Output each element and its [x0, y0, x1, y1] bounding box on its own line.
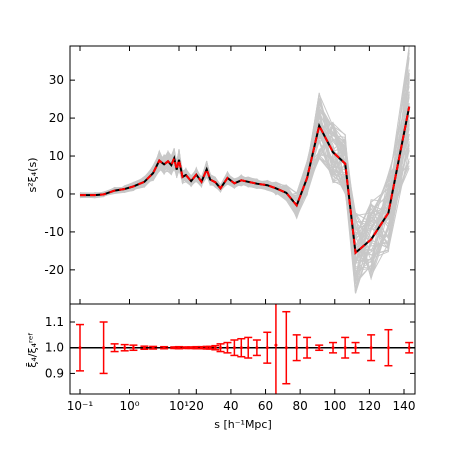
reference-curve — [80, 106, 411, 255]
x-tick-label: 120 — [358, 399, 381, 413]
ratio-point — [305, 346, 309, 350]
ratio-point — [78, 346, 82, 350]
ratio-point — [189, 346, 193, 350]
top-y-tick-label: 0 — [56, 187, 64, 201]
x-tick-label: 10¹ — [169, 399, 189, 413]
bottom-y-ticks: 0.9 1.0 1.1 — [45, 315, 415, 380]
ratio-point — [184, 346, 188, 350]
ratio-point — [354, 346, 358, 350]
ratio-point — [317, 346, 321, 350]
ratio-point — [162, 346, 166, 350]
ratio-point — [131, 346, 135, 350]
ratio-point — [284, 346, 288, 350]
x-tick-label: 10⁰ — [119, 399, 139, 413]
ratio-point — [265, 346, 269, 350]
ratio-point — [208, 346, 212, 350]
bottom-x-ticks: 10⁻¹ 10⁰ 10¹ 20 40 60 80 100 120 140 — [67, 389, 416, 413]
ratio-point — [225, 346, 229, 350]
top-y-tick-label: 10 — [49, 149, 64, 163]
top-y-ticks: -20 -10 0 10 20 30 — [44, 73, 415, 277]
ratio-point — [142, 346, 146, 350]
top-y-axis-label: s²ξ₄(s) — [26, 158, 39, 193]
ratio-point — [295, 346, 299, 350]
bottom-frame — [69, 303, 416, 395]
ratio-point — [151, 346, 155, 350]
bottom-y-tick-label: 0.9 — [45, 366, 64, 380]
ratio-point — [172, 346, 176, 350]
ratio-point — [255, 346, 259, 350]
top-y-tick-label: 20 — [49, 111, 64, 125]
top-x-ticks — [79, 46, 405, 304]
bottom-panel: 0.9 1.0 1.1 10⁻¹ 10⁰ 10¹ 20 40 60 80 100 120 140 ξ̄… — [26, 303, 416, 431]
ratio-group — [70, 304, 415, 394]
x-tick-label: 10⁻¹ — [67, 399, 94, 413]
top-y-tick-label: 30 — [49, 73, 64, 87]
top-y-tick-label: -20 — [44, 263, 64, 277]
ratio-point — [200, 346, 203, 350]
ratio-point — [102, 346, 106, 350]
ratio-point — [274, 343, 278, 347]
x-tick-label: 100 — [323, 399, 346, 413]
x-tick-label: 40 — [223, 399, 238, 413]
x-tick-label: 140 — [393, 399, 416, 413]
ratio-point — [331, 346, 335, 350]
series-group — [80, 106, 411, 255]
ratio-point — [213, 346, 217, 350]
ratio-point — [239, 346, 243, 350]
realization-curve — [79, 121, 410, 262]
realization-curve — [79, 101, 410, 239]
top-y-tick-label: -10 — [44, 225, 64, 239]
bottom-y-tick-label: 1.0 — [45, 341, 64, 355]
x-axis-label: s [h⁻¹Mpc] — [214, 418, 272, 431]
ratio-point — [407, 346, 411, 350]
ratio-point — [343, 346, 347, 350]
ratio-point — [246, 346, 250, 350]
ratio-point — [123, 346, 127, 350]
bottom-plot-area — [70, 304, 415, 394]
ratio-point — [177, 346, 181, 350]
ratio-point — [219, 346, 223, 350]
realization-curve — [79, 124, 410, 259]
top-panel: -20 -10 0 10 20 30 s²ξ₄(s) — [26, 45, 416, 305]
ratio-point — [194, 346, 198, 350]
bottom-y-tick-label: 1.1 — [45, 315, 64, 329]
x-tick-label: 80 — [293, 399, 308, 413]
ratio-point — [113, 346, 117, 350]
bottom-y-axis-label: ξ̄₄/ξ₄ʳᵉᶠ — [26, 332, 39, 368]
ratio-point — [369, 346, 373, 350]
ratio-point — [232, 346, 236, 350]
ratio-point — [386, 346, 390, 350]
x-tick-label: 20 — [189, 399, 204, 413]
x-tick-label: 60 — [258, 399, 273, 413]
